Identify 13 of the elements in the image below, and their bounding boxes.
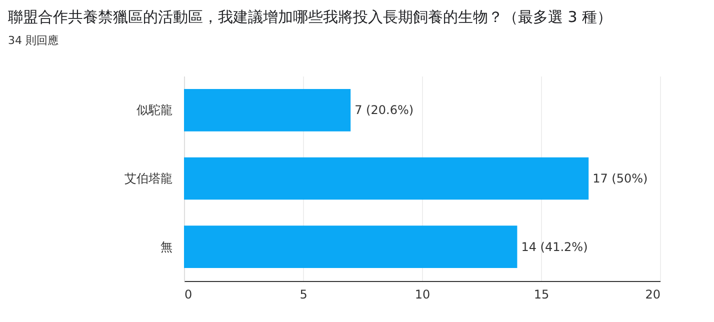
x-tick-label: 15: [534, 288, 550, 302]
data-label: 14 (41.2%): [521, 240, 588, 254]
data-label: 17 (50%): [592, 172, 648, 186]
y-tick-label: 艾伯塔龍: [124, 172, 172, 186]
data-label: 7 (20.6%): [354, 103, 414, 118]
x-tick-label: 10: [414, 288, 430, 302]
x-tick-label: 20: [645, 288, 660, 302]
text: 34 則回應: [8, 34, 58, 47]
x-tick-label: 5: [300, 288, 308, 302]
y-tick-label: 似駝龍: [136, 103, 172, 118]
y-tick-label: 無: [160, 240, 172, 254]
x-tick-label: 0: [184, 288, 192, 302]
chart-title: 聯盟合作共養禁獵區的活動區，我建議增加哪些我將投入長期飼養的生物？（最多選 3 種）: [8, 8, 612, 26]
